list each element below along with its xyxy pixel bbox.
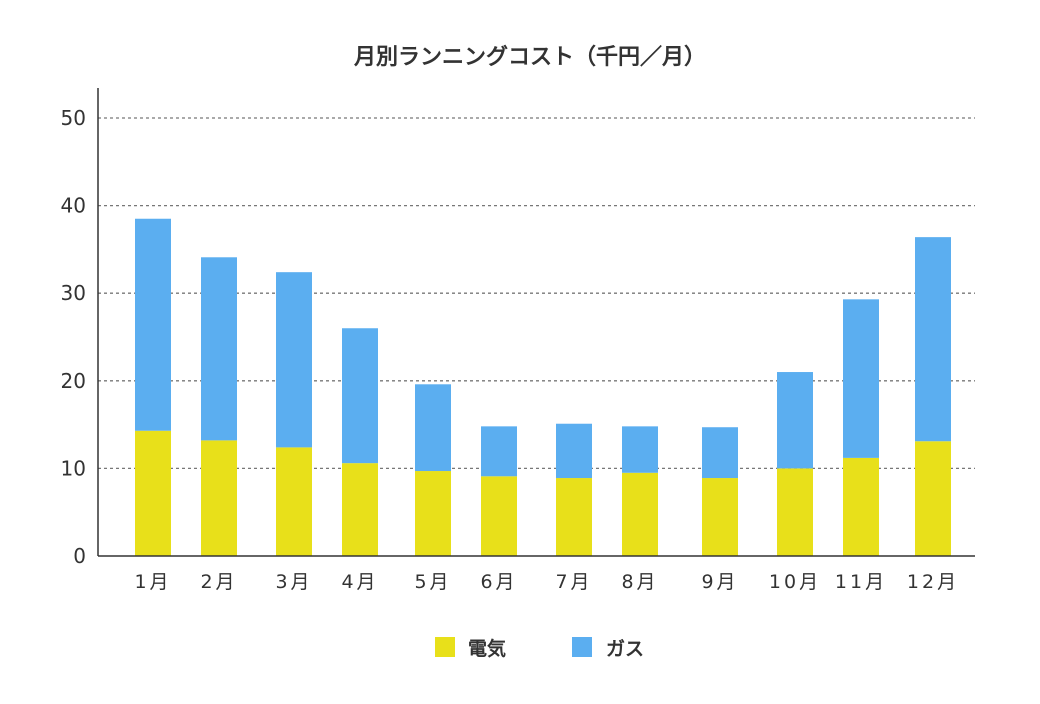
x-tick-label: 1月: [134, 571, 171, 593]
bar-gas: [415, 384, 451, 472]
bar-electricity: [481, 476, 517, 556]
bar-electricity: [556, 478, 592, 556]
x-tick-label: 6月: [480, 571, 517, 593]
bar-gas: [342, 328, 378, 464]
bar-gas: [481, 426, 517, 477]
bar-gas: [622, 426, 658, 473]
legend-label-electricity: 電気: [468, 637, 506, 660]
bar-gas: [777, 372, 813, 469]
bar-electricity: [415, 471, 451, 556]
bar-gas: [915, 237, 951, 442]
bar-electricity: [342, 463, 378, 556]
x-tick-label: 8月: [621, 571, 658, 593]
y-tick-label: 30: [61, 281, 86, 305]
y-tick-label: 50: [61, 106, 86, 130]
x-tick-label: 12月: [907, 571, 959, 593]
x-tick-label: 3月: [275, 571, 312, 593]
bar-electricity: [622, 472, 658, 556]
legend-label-gas: ガス: [606, 638, 644, 660]
x-tick-label: 9月: [701, 571, 738, 593]
bar-electricity: [276, 447, 312, 556]
bar-electricity: [135, 430, 171, 556]
bar-electricity: [702, 478, 738, 556]
legend-swatch-gas: [572, 637, 592, 657]
y-tick-label: 0: [73, 544, 86, 568]
y-tick-label: 10: [61, 456, 86, 480]
chart-title: 月別ランニングコスト（千円／月）: [353, 44, 706, 70]
bar-electricity: [843, 457, 879, 556]
x-tick-label: 2月: [200, 571, 237, 593]
legend-swatch-electricity: [435, 637, 455, 657]
y-tick-label: 20: [61, 369, 86, 393]
bar-electricity: [915, 441, 951, 556]
bar-electricity: [777, 468, 813, 556]
x-tick-label: 11月: [835, 571, 887, 593]
bar-gas: [135, 218, 171, 431]
bar-gas: [556, 423, 592, 479]
bar-gas: [276, 272, 312, 448]
x-tick-label: 5月: [414, 571, 451, 593]
x-tick-label: 4月: [341, 571, 378, 593]
y-tick-label: 40: [61, 194, 86, 218]
legend: 電気 ガス: [435, 637, 644, 660]
x-tick-label: 10月: [769, 571, 821, 593]
bar-gas: [702, 427, 738, 479]
bar-gas: [201, 257, 237, 441]
x-tick-label: 7月: [555, 571, 592, 593]
bar-gas: [843, 299, 879, 458]
bar-electricity: [201, 440, 237, 556]
